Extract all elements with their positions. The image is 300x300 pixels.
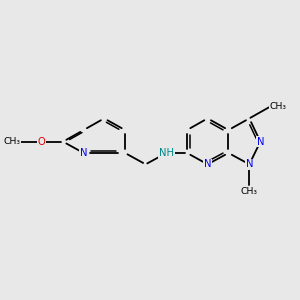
Text: NH: NH — [159, 148, 174, 158]
Text: CH₃: CH₃ — [241, 187, 258, 196]
Text: CH₃: CH₃ — [3, 137, 20, 146]
Text: CH₃: CH₃ — [270, 102, 287, 111]
Text: N: N — [80, 148, 87, 158]
Text: N: N — [256, 137, 264, 147]
Text: N: N — [246, 159, 253, 169]
Text: N: N — [204, 159, 211, 169]
Text: O: O — [38, 137, 45, 147]
